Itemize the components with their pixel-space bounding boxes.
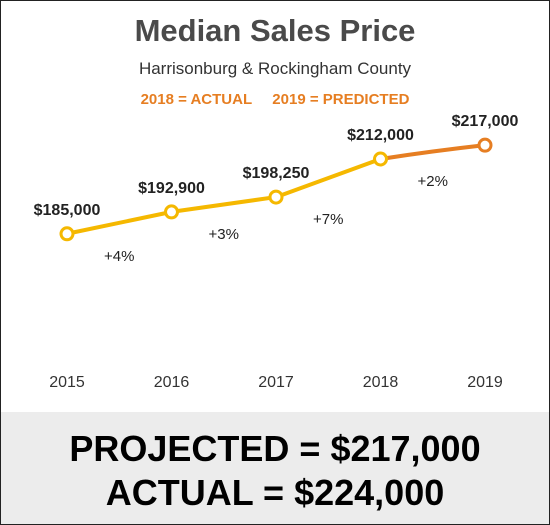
value-label-2016: $192,900 <box>138 180 205 197</box>
legend-predicted: 2019 = PREDICTED <box>272 91 410 108</box>
x-tick-2015: 2015 <box>49 374 85 391</box>
value-label-2018: $212,000 <box>347 127 414 144</box>
x-tick-2016: 2016 <box>154 374 190 391</box>
data-point-2017 <box>268 189 284 205</box>
actual-summary: ACTUAL = $224,000 <box>105 472 445 513</box>
chart-subtitle: Harrisonburg & Rockingham County <box>138 59 412 78</box>
projected-summary: PROJECTED = $217,000 <box>69 428 481 469</box>
data-point-2015 <box>59 226 75 242</box>
series-actual-line <box>65 157 383 236</box>
change-label-2019: +2% <box>418 173 448 190</box>
line-chart: $185,000 $192,900 $198,250 $212,000 $217,000… <box>34 113 519 391</box>
value-label-2019: $217,000 <box>452 113 519 130</box>
chart-title: Median Sales Price <box>134 13 416 48</box>
value-label-2017: $198,250 <box>243 165 310 182</box>
legend-actual: 2018 = ACTUAL <box>140 91 253 108</box>
change-label-2018: +7% <box>313 211 343 228</box>
x-tick-2018: 2018 <box>363 374 399 391</box>
x-tick-2019: 2019 <box>467 374 503 391</box>
change-label-2016: +4% <box>104 248 134 265</box>
data-point-2018 <box>373 151 388 167</box>
chart-legend: 2018 = ACTUAL 2019 = PREDICTED <box>1 91 549 108</box>
change-label-2017: +3% <box>209 226 239 243</box>
summary-panel: PROJECTED = $217,000 ACTUAL = $224,000 <box>1 412 549 524</box>
value-label-2015: $185,000 <box>34 202 101 219</box>
series-predicted-line <box>378 143 487 161</box>
data-point-2019 <box>477 137 493 153</box>
x-tick-2017: 2017 <box>258 374 294 391</box>
data-point-2016 <box>164 204 179 220</box>
